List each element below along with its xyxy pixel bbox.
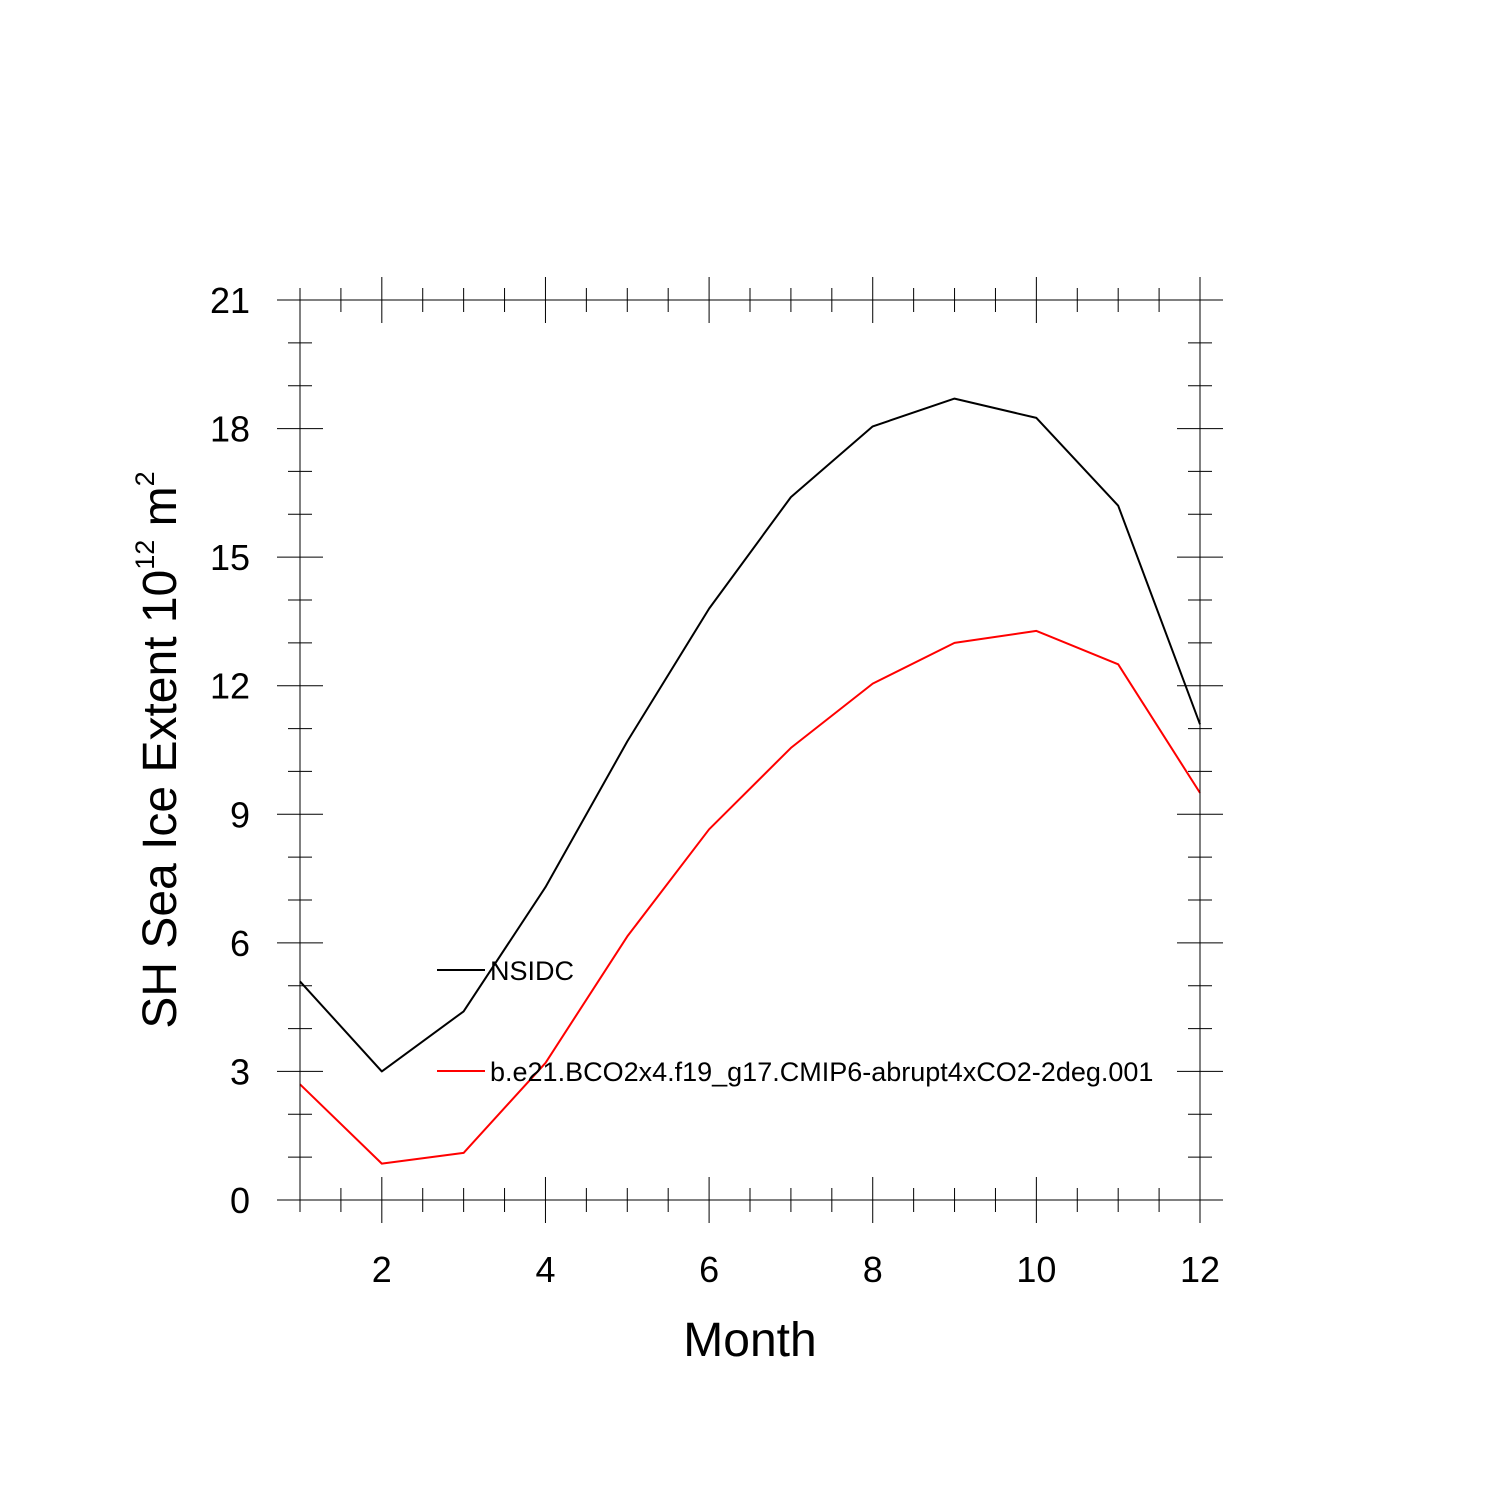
y-axis-title-unit: m — [134, 486, 187, 539]
y-tick-label: 9 — [230, 794, 250, 835]
y-tick-label: 0 — [230, 1180, 250, 1221]
x-tick-label: 4 — [535, 1249, 555, 1290]
series-lines — [299, 397, 1201, 1165]
x-tick-label: 10 — [1016, 1249, 1056, 1290]
y-tick-label: 12 — [210, 666, 250, 707]
y-tick-label: 3 — [230, 1051, 250, 1092]
y-tick-label: 18 — [210, 409, 250, 450]
y-axis-title-unit-exponent: 2 — [130, 471, 160, 486]
y-tick-label: 15 — [210, 537, 250, 578]
x-tick-label: 6 — [699, 1249, 719, 1290]
plot-frame — [299, 299, 1201, 1201]
x-tick-labels: 2 4 6 8 10 12 — [372, 1249, 1220, 1290]
y-tick-labels: 0 3 6 9 12 15 18 21 — [210, 280, 250, 1221]
legend: NSIDC b.e21.BCO2x4.f19_g17.CMIP6-abrupt4x… — [437, 956, 1153, 1087]
series-line-1 — [299, 397, 1201, 1073]
y-tick-label: 6 — [230, 923, 250, 964]
y-axis-title-main: SH Sea Ice Extent 10 — [134, 570, 187, 1029]
legend-label-2: b.e21.BCO2x4.f19_g17.CMIP6-abrupt4xCO2-2… — [490, 1057, 1153, 1087]
x-tick-label: 12 — [1180, 1249, 1220, 1290]
x-axis-title: Month — [683, 1314, 816, 1367]
x-tick-label: 2 — [372, 1249, 392, 1290]
y-axis-title-exponent: 12 — [130, 540, 160, 570]
x-tick-label: 8 — [863, 1249, 883, 1290]
legend-label-1: NSIDC — [490, 956, 574, 986]
series-line-2 — [299, 629, 1201, 1165]
y-tick-label: 21 — [210, 280, 250, 321]
y-axis-title: SH Sea Ice Extent 1012 m2 — [130, 471, 187, 1028]
